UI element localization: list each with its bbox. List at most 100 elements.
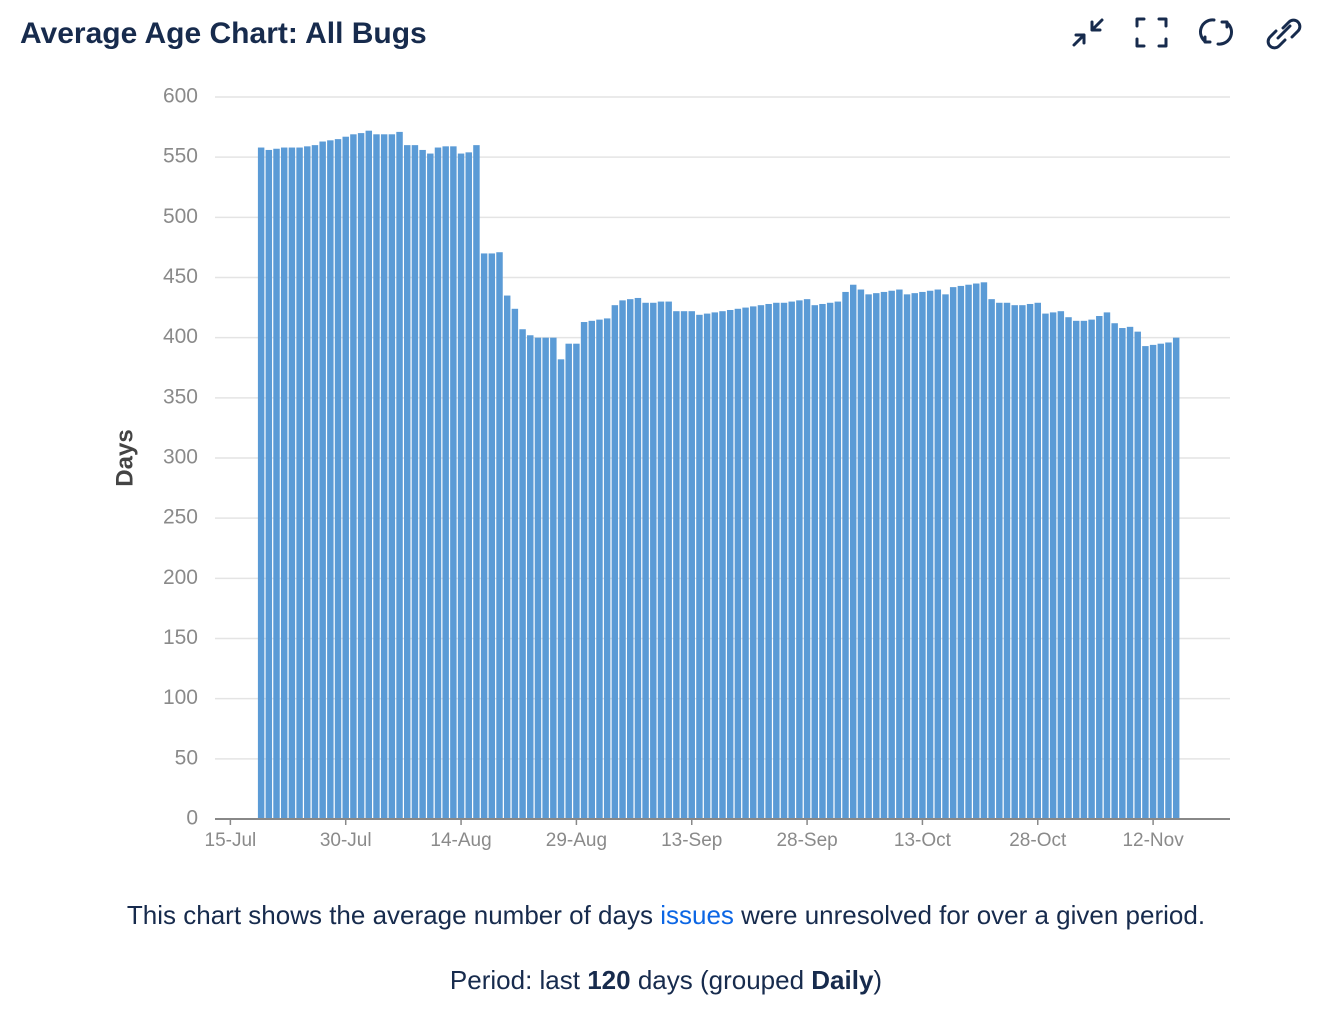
bar (319, 141, 326, 820)
bar (488, 253, 496, 819)
bar (765, 303, 772, 819)
bar (665, 301, 672, 820)
period-days: 120 (587, 965, 631, 995)
bar (711, 312, 719, 819)
bar (588, 320, 596, 819)
bar (788, 301, 795, 820)
bar (988, 299, 995, 819)
bar (719, 311, 726, 819)
bar (688, 311, 695, 819)
bar (973, 283, 980, 819)
bar (442, 146, 449, 819)
bar (834, 301, 842, 820)
bar (265, 149, 273, 820)
bar (327, 140, 334, 819)
bar (496, 252, 503, 820)
bar (388, 134, 396, 819)
x-tick-label: 13-Oct (894, 830, 952, 851)
bar (880, 291, 888, 819)
y-tick-label: 400 (163, 325, 198, 348)
bar (1126, 326, 1134, 819)
y-tick-label: 300 (163, 446, 198, 469)
bar (657, 301, 665, 820)
refresh-icon[interactable] (1199, 18, 1233, 46)
bar (742, 307, 749, 819)
bar (1096, 316, 1103, 819)
bar (642, 302, 649, 819)
bar (857, 289, 865, 819)
bar (534, 337, 542, 819)
minimize-icon[interactable] (1072, 18, 1104, 47)
bar (750, 306, 757, 819)
period: Period: last 120 days (grouped Daily) (0, 965, 1332, 996)
fullscreen-icon[interactable] (1135, 17, 1168, 48)
bar (311, 145, 319, 820)
text: Period: last (449, 965, 588, 995)
bar (557, 359, 565, 819)
x-tick-label: 28-Sep (776, 830, 837, 851)
bar (373, 134, 380, 819)
bar (1057, 311, 1065, 819)
bar (873, 293, 880, 820)
bar (357, 133, 365, 820)
bar (573, 343, 580, 819)
issues-link[interactable]: issues (660, 900, 734, 930)
bar (1088, 319, 1095, 819)
bar (1119, 328, 1126, 819)
bar (942, 294, 949, 819)
bar (380, 134, 388, 819)
link-icon[interactable] (1266, 18, 1302, 50)
x-tick-label: 12-Nov (1122, 830, 1184, 851)
bar (926, 290, 934, 819)
bar (1172, 337, 1180, 819)
bar (803, 299, 811, 819)
y-tick-label: 250 (163, 506, 198, 529)
bar (980, 282, 988, 819)
bar (819, 303, 826, 819)
bar (888, 290, 895, 819)
bar (726, 309, 734, 819)
bar (603, 318, 611, 819)
y-tick-label: 450 (163, 265, 198, 288)
bar (480, 253, 488, 819)
bar (626, 299, 634, 819)
bar (957, 285, 965, 819)
bar (411, 145, 419, 820)
chart: Average Age Chart: All Bugs Days 0 50 100 1… (20, 17, 1302, 851)
bar (965, 284, 972, 820)
text: days (grouped (630, 965, 812, 995)
bar (634, 297, 642, 819)
y-tick-label: 500 (163, 205, 198, 228)
bar (1049, 312, 1057, 819)
bar (304, 146, 311, 819)
bar (527, 335, 534, 819)
bar (350, 134, 357, 819)
bar (703, 313, 711, 819)
y-axis-label: Days (111, 429, 138, 486)
x-tick-label: 13-Sep (661, 830, 722, 851)
bar (673, 311, 680, 819)
bar (565, 343, 572, 819)
bar (996, 302, 1003, 819)
bar (896, 289, 903, 819)
bar (811, 305, 819, 820)
bar (1011, 305, 1018, 820)
bar (450, 146, 457, 819)
y-tick-label: 0 (186, 807, 198, 830)
bar (404, 145, 411, 820)
bar (796, 300, 803, 819)
bar (919, 291, 926, 819)
y-tick-label: 100 (163, 686, 198, 709)
bar (1034, 302, 1041, 819)
bar (773, 302, 780, 819)
bar (757, 305, 765, 820)
y-tick-label: 200 (163, 566, 198, 589)
x-tick-label: 15-Jul (205, 830, 257, 851)
bar (1111, 323, 1118, 819)
bar (334, 139, 342, 819)
y-tick-label: 150 (163, 626, 198, 649)
bar (680, 311, 688, 819)
grouping: Daily (811, 965, 874, 995)
bar (734, 308, 742, 819)
